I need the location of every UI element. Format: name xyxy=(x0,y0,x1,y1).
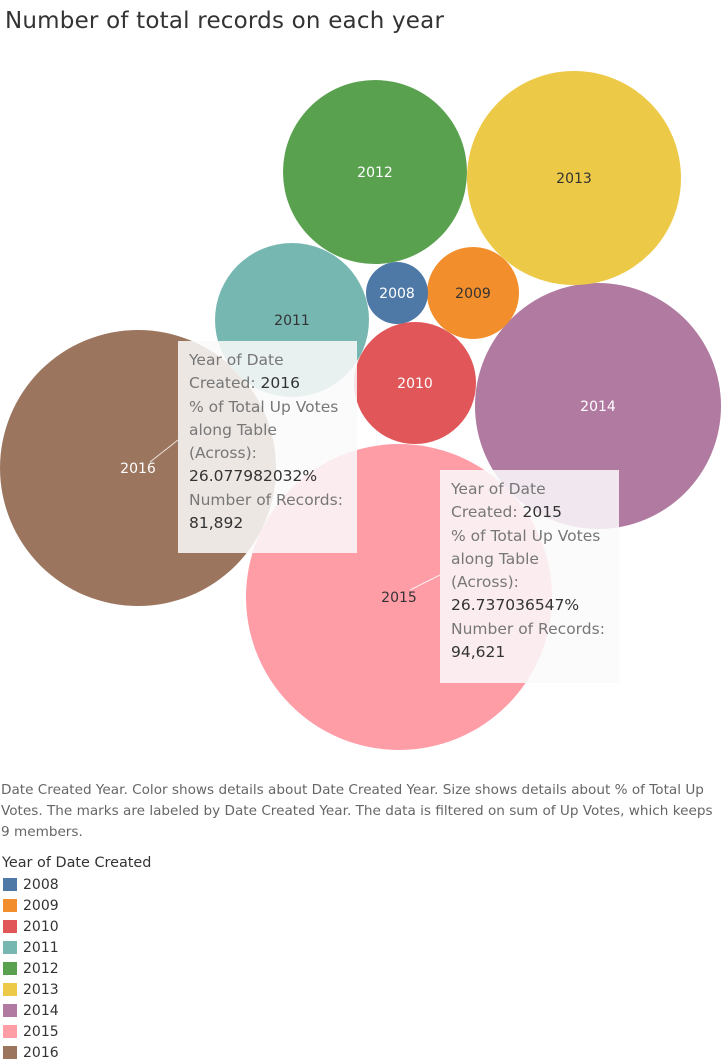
tooltip-year-label: Year of Date Created: xyxy=(451,480,546,522)
tooltip-2015: Year of Date Created: 2015 % of Total Up… xyxy=(440,470,619,683)
tooltip-pct-label: % of Total Up Votes along Table (Across)… xyxy=(189,397,339,463)
legend-item-2012[interactable]: 2012 xyxy=(3,958,59,979)
tooltip-records-label: Number of Records: xyxy=(451,619,605,638)
tooltip-pct-value: 26.077982032% xyxy=(189,467,318,486)
bubble-2009[interactable] xyxy=(427,247,519,339)
tooltip-leader-2016 xyxy=(149,439,179,463)
tooltip-leader-2015 xyxy=(409,574,441,591)
bubble-2013[interactable] xyxy=(467,71,681,285)
legend-label: 2016 xyxy=(23,1044,59,1061)
bubble-label-2014: 2014 xyxy=(580,399,616,415)
legend-swatch xyxy=(3,1025,17,1038)
legend-label: 2010 xyxy=(23,918,59,935)
legend-swatch xyxy=(3,1004,17,1017)
tooltip-year-value: 2015 xyxy=(522,503,562,522)
legend-item-2011[interactable]: 2011 xyxy=(3,937,59,958)
legend-item-2008[interactable]: 2008 xyxy=(3,874,59,895)
legend-label: 2012 xyxy=(23,960,59,977)
legend-swatch xyxy=(3,899,17,912)
bubble-label-2016: 2016 xyxy=(120,461,156,477)
bubble-label-2013: 2013 xyxy=(556,171,592,187)
tooltip-pct-label: % of Total Up Votes along Table (Across)… xyxy=(451,526,601,592)
legend-item-2009[interactable]: 2009 xyxy=(3,895,59,916)
legend-item-2016[interactable]: 2016 xyxy=(3,1042,59,1063)
legend-item-2010[interactable]: 2010 xyxy=(3,916,59,937)
legend-label: 2013 xyxy=(23,981,59,998)
tooltip-records-value: 94,621 xyxy=(451,643,506,662)
tooltip-2016: Year of Date Created: 2016 % of Total Up… xyxy=(178,341,357,553)
legend-label: 2015 xyxy=(23,1023,59,1040)
bubble-2012[interactable] xyxy=(283,80,467,264)
legend-swatch xyxy=(3,920,17,933)
bubble-label-2010: 2010 xyxy=(397,376,433,392)
tooltip-year-label: Year of Date Created: xyxy=(189,351,284,393)
legend-swatch xyxy=(3,962,17,975)
legend-swatch xyxy=(3,983,17,996)
legend-item-2013[interactable]: 2013 xyxy=(3,979,59,1000)
bubble-label-2015: 2015 xyxy=(381,590,417,606)
bubble-label-2012: 2012 xyxy=(357,165,393,181)
tooltip-records-label: Number of Records: xyxy=(189,490,343,509)
legend-label: 2009 xyxy=(23,897,59,914)
legend-swatch xyxy=(3,1046,17,1059)
legend-label: 2014 xyxy=(23,1002,59,1019)
chart-title: Number of total records on each year xyxy=(5,8,445,34)
bubble-2008[interactable] xyxy=(366,262,428,324)
legend-item-2014[interactable]: 2014 xyxy=(3,1000,59,1021)
bubble-label-2011: 2011 xyxy=(274,313,310,329)
bubble-label-2008: 2008 xyxy=(379,286,415,302)
legend-swatch xyxy=(3,941,17,954)
legend: 2008 2009 2010 2011 2012 2013 2014 2015 … xyxy=(3,874,59,1063)
tooltip-pct-value: 26.737036547% xyxy=(451,596,580,615)
legend-title: Year of Date Created xyxy=(2,855,152,871)
bubble-2010[interactable] xyxy=(354,322,476,444)
legend-label: 2011 xyxy=(23,939,59,956)
legend-swatch xyxy=(3,878,17,891)
tooltip-records-value: 81,892 xyxy=(189,514,244,533)
tooltip-year-value: 2016 xyxy=(260,374,300,393)
bubble-label-2009: 2009 xyxy=(455,286,491,302)
legend-label: 2008 xyxy=(23,876,59,893)
chart-caption: Date Created Year. Color shows details a… xyxy=(1,782,713,840)
bubble-2014[interactable] xyxy=(475,283,721,529)
legend-item-2015[interactable]: 2015 xyxy=(3,1021,59,1042)
